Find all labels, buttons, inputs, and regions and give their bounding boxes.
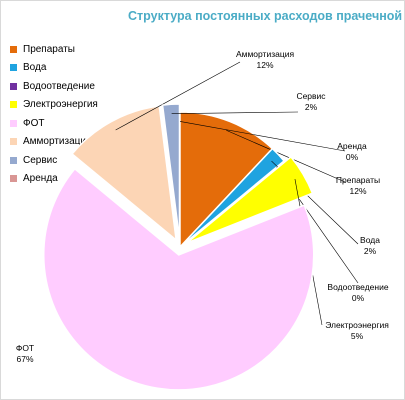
data-label-name: Электроэнергия <box>325 320 389 330</box>
legend-swatch <box>10 156 17 164</box>
pie-slice <box>43 167 315 391</box>
data-label-name: Водоотведение <box>327 282 388 292</box>
pie-slice <box>71 105 178 242</box>
legend-item: Сервис <box>10 151 98 170</box>
legend-swatch <box>10 175 17 183</box>
data-label-value: 12% <box>349 186 366 196</box>
legend-label: ФОТ <box>23 117 45 129</box>
data-label-value: 12% <box>256 60 273 70</box>
data-label-value: 0% <box>346 152 359 162</box>
pie-slice <box>186 155 314 244</box>
legend-label: Вода <box>23 62 47 74</box>
legend-swatch <box>10 119 17 127</box>
data-label-name: Сервис <box>296 91 326 101</box>
legend-label: Электроэнергия <box>23 99 98 111</box>
leader-line <box>226 129 346 183</box>
data-label-value: 67% <box>16 354 33 364</box>
legend-item: ФОТ <box>10 114 98 133</box>
data-label-name: ФОТ <box>16 343 34 353</box>
legend-label: Аренда <box>23 173 58 185</box>
legend-swatch <box>10 138 17 146</box>
legend-item: Водоотведение <box>10 77 98 96</box>
leader-line <box>115 61 241 131</box>
data-label-name: Аммортизация <box>236 49 295 59</box>
legend-item: Вода <box>10 59 98 78</box>
leader-line <box>171 111 299 115</box>
data-label-value: 2% <box>305 102 318 112</box>
legend-swatch <box>10 64 17 72</box>
legend-label: Сервис <box>23 154 58 166</box>
legend-swatch <box>10 45 17 53</box>
leader-line <box>179 121 346 152</box>
legend-swatch <box>10 82 17 90</box>
data-label-value: 0% <box>352 293 365 303</box>
legend-item: Аренда <box>10 170 98 189</box>
legend-item: Аммортизация <box>10 133 98 152</box>
legend-item: Электроэнергия <box>10 96 98 115</box>
legend-label: Аммортизация <box>23 136 92 148</box>
data-label-value: 2% <box>364 246 377 256</box>
pie-slice <box>161 103 181 240</box>
pie-slice <box>179 111 274 249</box>
legend-swatch <box>10 101 17 109</box>
legend-label: Водоотведение <box>23 80 95 92</box>
data-label-name: Аренда <box>337 141 367 151</box>
data-label-name: Вода <box>360 235 380 245</box>
legend-label: Препараты <box>23 43 75 55</box>
chart-legend: Препараты Вода Водоотведение Электроэнергия… <box>10 40 98 188</box>
data-label-name: Препараты <box>336 175 380 185</box>
pie-slice <box>179 147 286 248</box>
chart-title: Структура постоянных расходов прачечной <box>128 9 403 23</box>
data-label-value: 5% <box>351 331 364 341</box>
legend-item: Препараты <box>10 40 98 59</box>
